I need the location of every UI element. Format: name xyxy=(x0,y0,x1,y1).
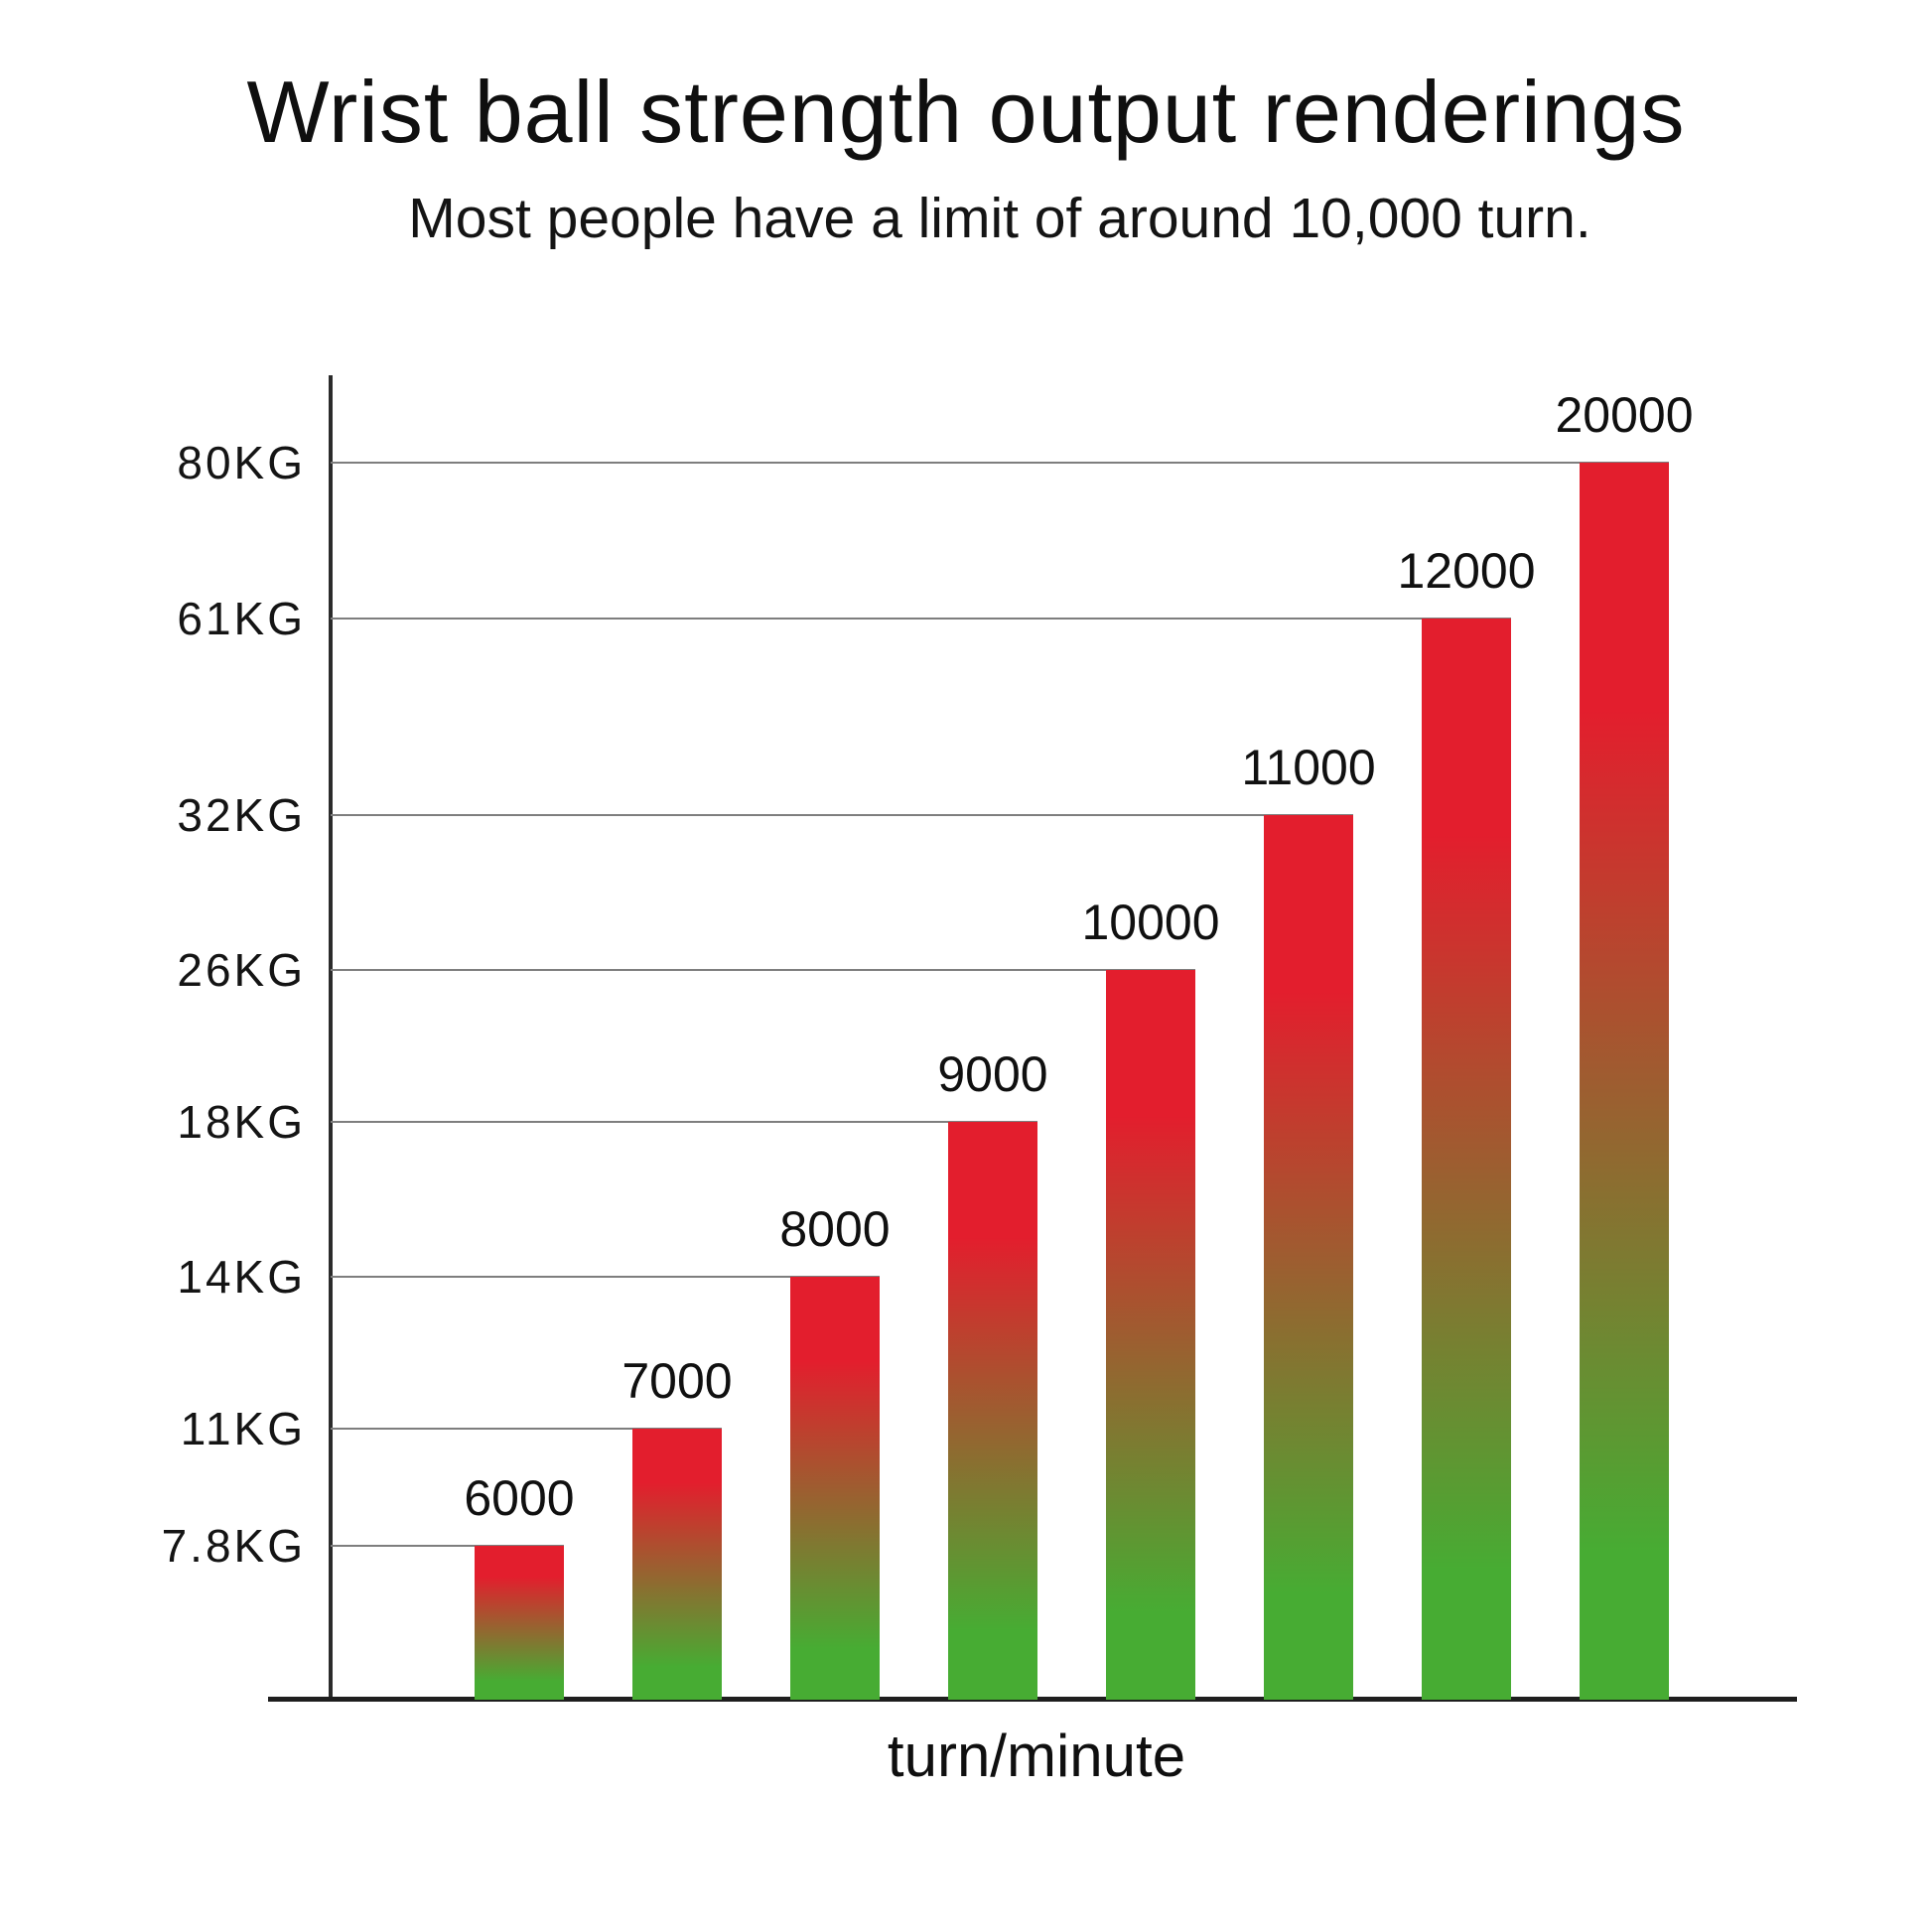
gridline xyxy=(331,462,1669,464)
gridline xyxy=(331,618,1511,620)
bar xyxy=(1264,815,1353,1700)
gridline xyxy=(331,969,1195,971)
y-tick-label: 26KG xyxy=(177,944,306,996)
bar-value-label: 12000 xyxy=(1397,543,1536,599)
bar xyxy=(948,1122,1037,1700)
y-tick-label: 14KG xyxy=(177,1251,306,1303)
bar xyxy=(475,1546,564,1700)
bar-value-label: 9000 xyxy=(937,1046,1048,1102)
y-tick-label: 61KG xyxy=(177,593,306,644)
bar xyxy=(632,1429,722,1700)
bar xyxy=(1422,619,1511,1700)
chart-title: Wrist ball strength output renderings xyxy=(246,63,1686,161)
y-tick-label: 80KG xyxy=(177,437,306,488)
y-tick-label: 32KG xyxy=(177,789,306,841)
y-tick-label: 18KG xyxy=(177,1096,306,1148)
gridline xyxy=(331,1121,1037,1123)
chart-subtitle: Most people have a limit of around 10,00… xyxy=(408,187,1591,250)
bar-value-label: 11000 xyxy=(1241,740,1376,795)
gridline xyxy=(331,1276,880,1278)
bar-value-label: 6000 xyxy=(464,1470,575,1526)
bar-value-label: 10000 xyxy=(1081,895,1220,950)
gridline xyxy=(331,1545,564,1547)
y-tick-label: 7.8KG xyxy=(161,1520,306,1572)
y-tick-label: 11KG xyxy=(180,1403,306,1454)
bar-value-label: 20000 xyxy=(1555,387,1694,443)
bar xyxy=(790,1277,880,1700)
bar xyxy=(1580,463,1669,1700)
gridline xyxy=(331,814,1353,816)
y-axis-line xyxy=(329,375,333,1702)
x-axis-title: turn/minute xyxy=(887,1723,1186,1789)
bar-value-label: 8000 xyxy=(779,1201,891,1257)
bar-value-label: 7000 xyxy=(621,1353,733,1409)
bar xyxy=(1106,970,1195,1700)
gridline xyxy=(331,1428,722,1430)
